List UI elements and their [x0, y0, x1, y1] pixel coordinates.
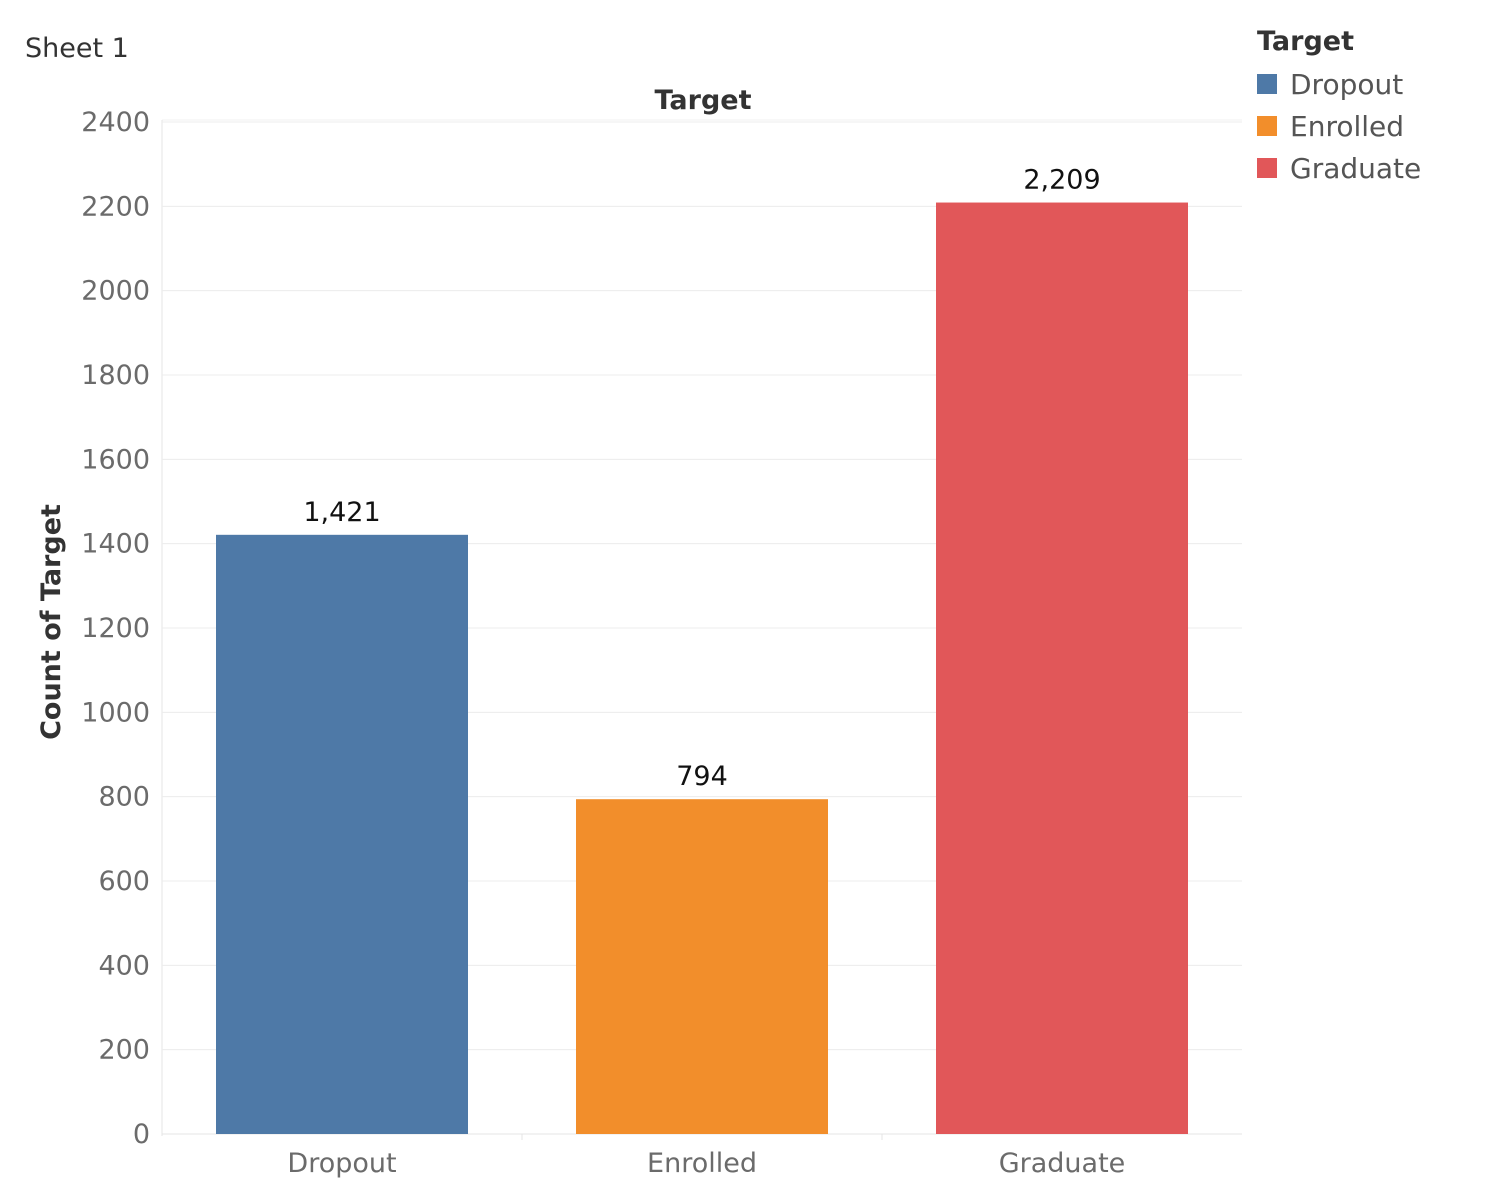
legend-label-graduate: Graduate: [1290, 151, 1422, 185]
x-tick-label-enrolled: Enrolled: [647, 1148, 757, 1179]
y-tick-label-1000: 1000: [81, 697, 150, 728]
y-tick-label-1600: 1600: [81, 444, 150, 475]
legend: Target Dropout Enrolled Graduate: [1257, 26, 1421, 189]
y-tick-label-800: 800: [98, 782, 150, 813]
chart-title: Target: [654, 85, 751, 116]
legend-swatch-dropout: [1257, 74, 1277, 94]
y-tick-labels: 0 200 400 600 800 1000 1200 1400 1600 1800 2000 220…: [81, 107, 150, 1150]
legend-label-dropout: Dropout: [1290, 67, 1404, 101]
legend-item-graduate[interactable]: Graduate: [1257, 147, 1421, 189]
sheet-title: Sheet 1: [25, 33, 129, 64]
value-labels: 1,421 794 2,209: [303, 165, 1100, 793]
legend-swatch-enrolled: [1257, 116, 1277, 136]
y-axis-label: Count of Target: [36, 504, 67, 740]
x-tick-labels: Dropout Enrolled Graduate: [287, 1148, 1125, 1179]
legend-swatch-graduate: [1257, 158, 1277, 178]
y-tick-label-1800: 1800: [81, 360, 150, 391]
y-tick-label-600: 600: [98, 866, 150, 897]
bar-dropout[interactable]: [216, 534, 468, 1134]
bars: [216, 202, 1188, 1134]
legend-item-enrolled[interactable]: Enrolled: [1257, 105, 1421, 147]
x-tick-label-dropout: Dropout: [287, 1148, 396, 1179]
x-tick-label-graduate: Graduate: [999, 1148, 1126, 1179]
value-label-enrolled: 794: [676, 761, 728, 792]
legend-title: Target: [1257, 26, 1355, 57]
y-tick-label-2200: 2200: [81, 191, 150, 222]
bar-enrolled[interactable]: [576, 799, 828, 1134]
y-tick-label-400: 400: [98, 950, 150, 981]
y-tick-label-0: 0: [133, 1119, 150, 1150]
y-tick-label-1200: 1200: [81, 613, 150, 644]
y-tick-label-1400: 1400: [81, 529, 150, 560]
value-label-dropout: 1,421: [303, 497, 380, 528]
legend-label-enrolled: Enrolled: [1290, 109, 1405, 143]
legend-item-dropout[interactable]: Dropout: [1257, 63, 1421, 105]
value-label-graduate: 2,209: [1023, 165, 1100, 196]
bar-graduate[interactable]: [936, 202, 1188, 1134]
y-tick-label-200: 200: [98, 1035, 150, 1066]
y-tick-label-2000: 2000: [81, 276, 150, 307]
y-tick-label-2400: 2400: [81, 107, 150, 138]
